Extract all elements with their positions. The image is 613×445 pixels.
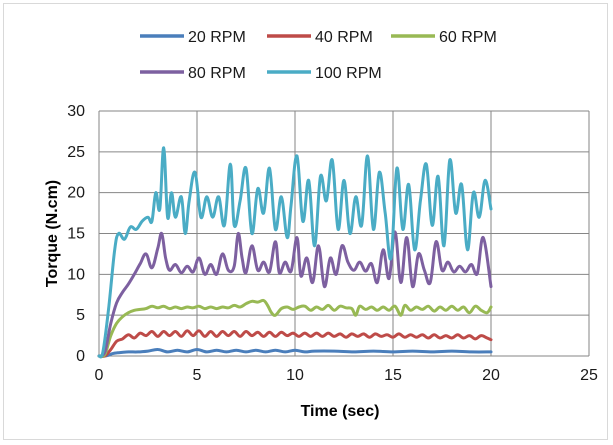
x-tick-label: 25 (580, 367, 598, 384)
series-line-40-rpm (97, 329, 493, 359)
legend-label: 80 RPM (188, 65, 246, 82)
y-axis-title: Torque (N.cm) (44, 180, 61, 287)
legend: 20 RPM 40 RPM 60 RPM 80 RPM 100 RPM (140, 29, 497, 82)
legend-label: 40 RPM (315, 29, 373, 46)
axes (98, 111, 589, 357)
legend-item-100-rpm: 100 RPM (267, 65, 382, 82)
torque-line-chart: 20 RPM 40 RPM 60 RPM 80 RPM 100 RPM 0 5 10 15 20… (44, 29, 598, 420)
y-tick-label: 10 (67, 266, 85, 283)
series-lines (97, 146, 493, 359)
legend-item-80-rpm: 80 RPM (140, 65, 246, 82)
chart-frame: 20 RPM 40 RPM 60 RPM 80 RPM 100 RPM 0 5 10 15 20… (3, 3, 608, 440)
series-line-60-rpm (97, 298, 493, 358)
x-tick-label: 10 (286, 367, 304, 384)
x-tick-labels: 0 5 10 15 20 25 (95, 367, 598, 384)
series-line-100-rpm (97, 146, 493, 359)
x-tick-label: 0 (95, 367, 104, 384)
y-tick-label: 0 (76, 348, 85, 365)
x-tick-label: 20 (482, 367, 500, 384)
y-tick-label: 30 (67, 103, 85, 120)
y-tick-label: 20 (67, 185, 85, 202)
legend-label: 100 RPM (315, 65, 382, 82)
y-tick-label: 25 (67, 144, 85, 161)
y-tick-label: 15 (67, 226, 85, 243)
y-tick-label: 5 (76, 307, 85, 324)
legend-item-60-rpm: 60 RPM (391, 29, 497, 46)
gridlines (99, 110, 590, 356)
legend-label: 20 RPM (188, 29, 246, 46)
y-tick-labels: 0 5 10 15 20 25 30 (67, 103, 85, 365)
legend-label: 60 RPM (439, 29, 497, 46)
series-line-20-rpm (97, 347, 493, 358)
x-tick-label: 15 (384, 367, 402, 384)
legend-item-20-rpm: 20 RPM (140, 29, 246, 46)
series-line-80-rpm (97, 230, 493, 358)
x-axis-title: Time (sec) (301, 403, 380, 420)
x-tick-label: 5 (193, 367, 202, 384)
legend-item-40-rpm: 40 RPM (267, 29, 373, 46)
